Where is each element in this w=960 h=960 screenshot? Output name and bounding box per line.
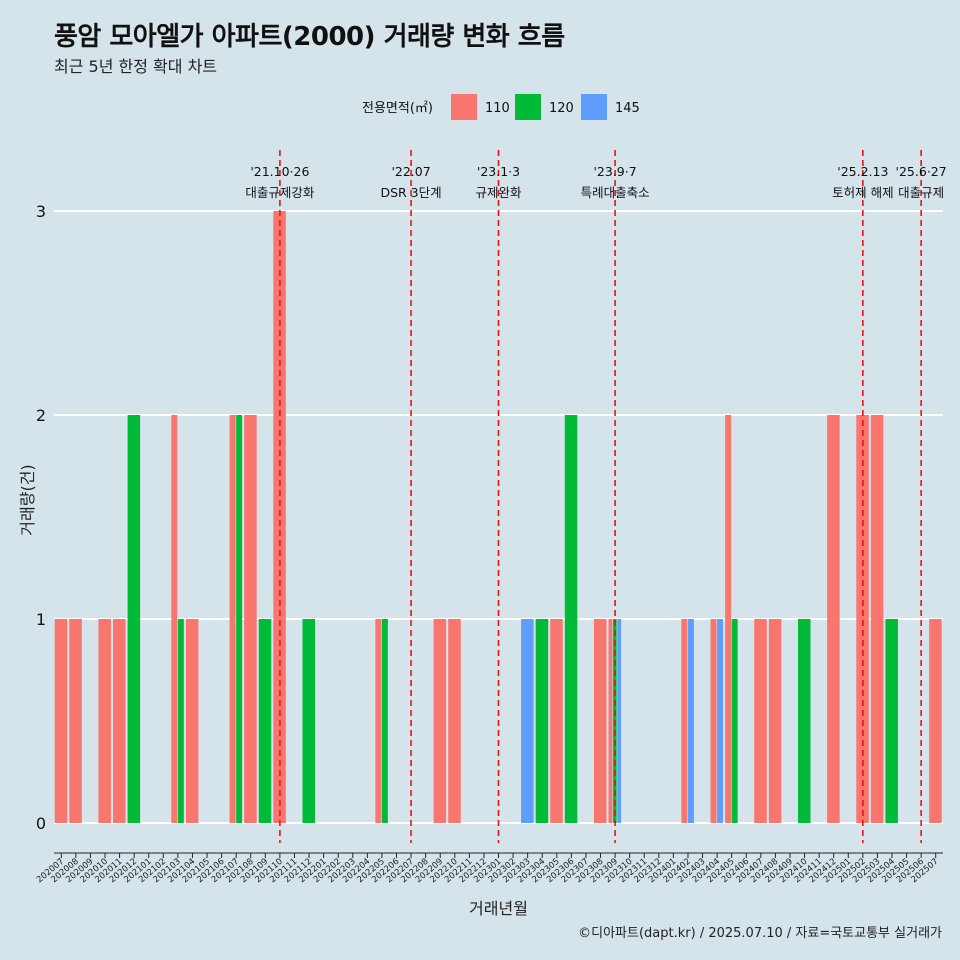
event-date-202301: '23.1·3 [477,164,520,179]
bar-202405-120 [731,619,738,823]
bar-202504-120 [885,619,898,823]
legend-key-110 [451,94,477,120]
event-label-202506: 대출규제 [898,185,944,200]
bar-202404-110 [710,619,717,823]
bar-202304-120 [535,619,549,823]
legend-key-120 [515,94,541,120]
y-tick-label-1: 1 [36,610,46,629]
bar-202503-110 [870,415,884,823]
legend-label-110: 110 [485,101,510,116]
y-tick-label-2: 2 [36,406,46,425]
bars [54,211,942,823]
bar-202402-110 [681,619,688,823]
bar-202109-120 [258,619,272,823]
legend-key-145 [581,94,607,120]
bar-202112-120 [302,619,315,823]
bar-202103-110 [171,415,178,823]
event-markers: '21.10·26 대출규제강화 '22.07 DSR 3단계 '23.1·3 규제완화 '… [245,150,947,843]
event-date-202110: '21.10·26 [250,164,309,179]
bar-202008-110 [69,619,82,823]
y-axis-label: 거래량(건) [18,464,37,535]
bar-202404-145 [717,619,724,823]
bar-202502-110 [856,415,869,823]
bar-202108-110 [244,415,257,823]
legend-label-120: 120 [549,101,574,116]
chart-title: 풍암 모아엘가 아파트(2000) 거래량 변화 흐름 [54,22,565,52]
bar-202210-110 [448,619,461,823]
bar-202010-110 [98,619,111,823]
bar-202012-120 [127,415,141,823]
bar-202410-120 [797,619,811,823]
bar-202110-110 [273,211,286,823]
bar-202405-110 [725,415,732,823]
event-label-202309: 특례대출축소 [581,185,650,200]
chart-subtitle: 최근 5년 한정 확대 차트 [54,57,218,76]
bar-202309-145 [617,619,622,823]
bar-202011-110 [113,619,126,823]
event-label-202502: 토허제 해제 [832,185,893,200]
bar-202007-110 [54,619,68,823]
event-date-202309: '23.9·7 [593,164,636,179]
bar-202507-110 [929,619,942,823]
bar-202209-110 [433,619,447,823]
bar-202205-120 [381,619,388,823]
legend: 전용면적(㎡) 110 120 145 [362,94,640,120]
bar-202408-110 [768,619,782,823]
event-date-202502: '25.2.13 [837,164,888,179]
bar-202103-120 [177,619,184,823]
bar-202407-110 [754,619,767,823]
source-caption: ©디아파트(dapt.kr) / 2025.07.10 / 자료=국토교통부 실… [578,926,942,941]
bar-202306-120 [564,415,578,823]
event-label-202207: DSR 3단계 [380,185,441,200]
bar-202308-110 [593,619,607,823]
event-date-202506: '25.6·27 [896,164,947,179]
event-label-202110: 대출규제강화 [245,185,315,200]
x-axis-label: 거래년월 [469,899,528,918]
bar-202305-110 [550,619,563,823]
y-tick-label-0: 0 [36,814,46,833]
bar-202107-120 [236,415,243,823]
bar-202205-110 [375,619,382,823]
y-tick-label-3: 3 [36,202,46,221]
bar-202107-110 [229,415,236,823]
bar-202402-145 [687,619,694,823]
legend-label-145: 145 [615,101,640,116]
bar-202104-110 [185,619,199,823]
y-axis: 0 1 2 3 [36,202,46,833]
bar-202309-110 [608,619,613,823]
legend-title: 전용면적(㎡) [362,101,433,116]
bar-202303-145 [521,619,534,823]
bar-202412-110 [827,415,840,823]
event-label-202301: 규제완화 [475,185,522,200]
x-axis: 2020072020082020092020102020112020122021… [35,852,943,885]
event-date-202207: '22.07 [391,164,430,179]
